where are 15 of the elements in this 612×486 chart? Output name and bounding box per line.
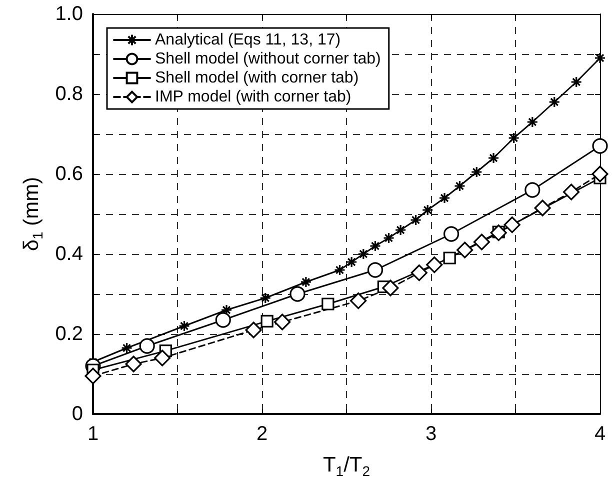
legend-label: Analytical (Eqs 11, 13, 17) (155, 32, 341, 48)
y-tick-label: 0 (72, 403, 83, 425)
x-tick-label: 4 (594, 423, 606, 445)
x-tick-label: 3 (425, 423, 437, 445)
y-tick-label: 0.6 (55, 163, 83, 185)
x-tick-label: 1 (87, 423, 99, 445)
y-tick-label: 1.0 (55, 3, 83, 25)
y-tick-label: 0.8 (55, 83, 83, 105)
y-axis-title: δ1 (mm) (20, 176, 46, 252)
y-tick-label: 0.2 (55, 323, 83, 345)
legend-label: IMP model (with corner tab) (155, 88, 352, 106)
y-tick-label: 0.4 (55, 243, 83, 265)
x-tick-label: 2 (256, 423, 268, 445)
legend-label: Shell model (with corner tab) (155, 70, 359, 86)
legend-label: Shell model (without corner tab) (155, 50, 381, 68)
